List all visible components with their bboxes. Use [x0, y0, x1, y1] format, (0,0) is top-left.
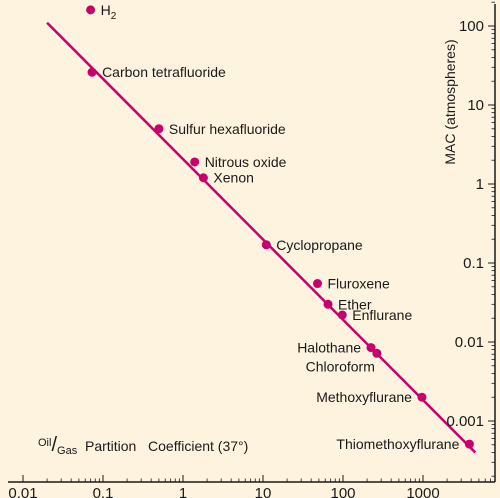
- data-point: [86, 5, 96, 15]
- x-axis-title-oil: Oil: [38, 437, 51, 449]
- point-label: Enflurane: [352, 307, 412, 323]
- point-label: Xenon: [213, 170, 253, 186]
- data-point: [337, 310, 347, 320]
- point-label: Carbon tetrafluoride: [102, 64, 226, 80]
- x-tick-label: 10: [255, 485, 272, 498]
- y-tick-label: 10: [467, 97, 484, 114]
- data-point: [198, 173, 208, 183]
- data-point: [87, 67, 97, 77]
- tick-labels: 0.01 0.1 1 10 100 1000 100 10 1 0.1 0.01 0.001: [8, 18, 484, 498]
- y-tick-label: 0.1: [463, 255, 484, 272]
- point-label: Cyclopropane: [276, 237, 363, 253]
- data-point: [154, 124, 164, 134]
- point-label: Thiomethoxyflurane: [336, 436, 459, 452]
- point-label: Methoxyflurane: [316, 389, 412, 405]
- point-label-subscript: 2: [111, 11, 117, 22]
- data-points: [86, 5, 474, 449]
- point-label: Nitrous oxide: [205, 154, 287, 170]
- y-tick-label: 1: [476, 176, 484, 193]
- x-axis-title: Oil/Gas Partition Coefficient (37°): [38, 434, 248, 457]
- data-point: [312, 279, 322, 289]
- y-axis-title: MAC (atmospheres): [442, 39, 458, 164]
- data-point: [261, 240, 271, 250]
- y-tick-label: 100: [459, 18, 484, 35]
- data-point: [464, 439, 474, 449]
- data-point: [190, 157, 200, 167]
- y-tick-label: 0.01: [455, 334, 484, 351]
- point-label: Fluroxene: [327, 276, 389, 292]
- x-axis-title-slash: /: [51, 434, 57, 456]
- point-label: Sulfur hexafluoride: [169, 121, 286, 137]
- x-tick-label: 0.01: [8, 485, 37, 498]
- data-point: [417, 392, 427, 402]
- point-label: Ether: [338, 296, 372, 312]
- point-label: Halothane: [297, 340, 361, 356]
- x-axis-title-rest: Partition Coefficient (37°): [77, 438, 248, 454]
- data-point: [323, 299, 333, 309]
- axes: [8, 1, 496, 483]
- data-point: [372, 348, 382, 358]
- x-tick-label: 0.1: [93, 485, 114, 498]
- x-tick-label: 1: [179, 485, 187, 498]
- x-axis-title-gas: Gas: [57, 445, 78, 457]
- fit-line: [46, 21, 477, 454]
- x-tick-label: 1000: [406, 485, 439, 498]
- y-tick-label: 0.001: [446, 413, 484, 430]
- fit-line-group: [46, 21, 477, 454]
- point-label: Chloroform: [306, 358, 375, 374]
- data-point: [366, 343, 376, 353]
- x-tick-label: 100: [330, 485, 355, 498]
